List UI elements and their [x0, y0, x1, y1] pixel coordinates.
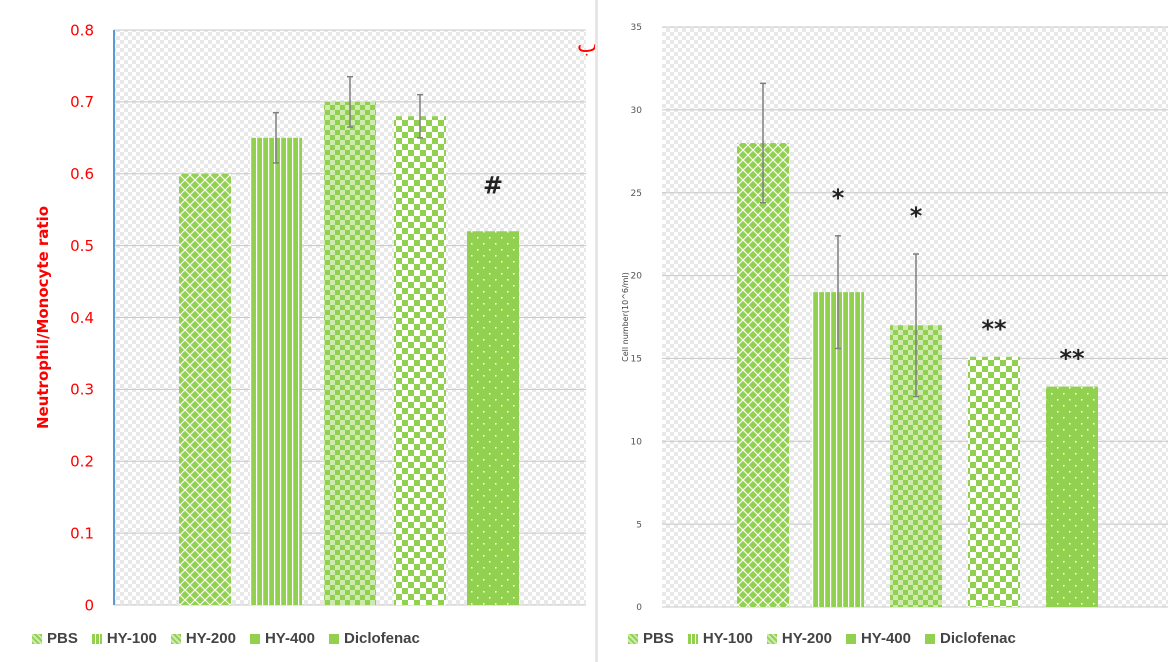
legend-swatch — [32, 633, 42, 644]
bar-chart-left: 0 0.1 0.2 0.3 0.4 0.5 0.6 0.7 0.8 # Neutrophil/Mon… — [34, 21, 598, 614]
legend-swatch — [91, 633, 102, 644]
legend-item: HY-100 — [687, 630, 753, 647]
legend-label: HY-100 — [702, 630, 753, 647]
y-tick-label: 20 — [631, 272, 643, 282]
legend-swatch — [628, 633, 638, 644]
significance-label: # — [483, 171, 503, 199]
legend-label: HY-200 — [185, 630, 236, 647]
legend-label: Diclofenac — [939, 630, 1016, 647]
legend-label: HY-400 — [264, 630, 315, 647]
bar — [467, 231, 519, 605]
y-axis-label: Cell number(10^6/ml) — [621, 272, 630, 362]
panel-divider — [595, 0, 598, 662]
legend-label: PBS — [47, 630, 78, 647]
y-tick-label: 0.2 — [70, 453, 94, 471]
y-tick-label: 35 — [631, 23, 642, 33]
legend-swatch — [687, 633, 698, 644]
bar — [968, 356, 1020, 607]
legend-item: HY-400 — [845, 630, 911, 647]
legend-label: HY-100 — [106, 630, 157, 647]
legend-label: PBS — [643, 630, 674, 647]
y-tick-label: 0.8 — [70, 21, 94, 39]
y-tick-label: 0.6 — [70, 165, 94, 183]
legend-label: HY-200 — [781, 630, 832, 647]
legend-swatch — [249, 633, 260, 644]
y-axis-label: Neutrophil/Monocyte ratio — [34, 206, 52, 429]
y-tick-label: 0.7 — [70, 93, 94, 111]
legend-item: Diclofenac — [328, 630, 420, 647]
y-tick-label: 30 — [631, 106, 643, 116]
significance-label: * — [910, 202, 923, 230]
legend-label: HY-400 — [860, 630, 911, 647]
y-tick-label: 0 — [84, 596, 94, 614]
significance-label: * — [832, 184, 845, 212]
legend-item: HY-200 — [170, 630, 236, 647]
legend-label: Diclofenac — [343, 630, 420, 647]
legend-swatch — [845, 633, 856, 644]
bar — [250, 137, 302, 605]
y-tick-label: 15 — [631, 355, 642, 365]
legend-swatch — [766, 633, 777, 644]
legend-item: Diclofenac — [924, 630, 1016, 647]
y-tick-label: 0.3 — [70, 381, 94, 399]
bar — [394, 116, 446, 605]
legend-item: HY-200 — [766, 630, 832, 647]
bar — [179, 173, 231, 605]
y-tick-label: 10 — [631, 437, 643, 447]
legend-swatch — [924, 633, 935, 644]
chart-panel-right: 0 5 10 15 20 25 30 35 * * ** ** Cell number(10^6/ml)… — [598, 0, 1168, 662]
y-tick-label: 5 — [636, 520, 642, 530]
legend-swatch — [328, 633, 339, 644]
y-tick-label: 0.5 — [70, 237, 94, 255]
bar — [1046, 386, 1098, 607]
chart-panel-left: 0 0.1 0.2 0.3 0.4 0.5 0.6 0.7 0.8 # Neutrophil/Mon… — [32, 21, 598, 647]
y-tick-label: 0.1 — [70, 524, 94, 542]
legend-item: PBS — [628, 630, 674, 647]
bar — [737, 143, 789, 607]
y-tick-label: 0 — [636, 603, 642, 613]
legend-right: PBS HY-100 HY-200 HY-400 Diclofenac — [628, 630, 1016, 647]
y-tick-label: 0.4 — [70, 309, 94, 327]
legend-swatch — [170, 633, 181, 644]
legend-item: HY-400 — [249, 630, 315, 647]
significance-label: ** — [1059, 345, 1085, 373]
bar — [324, 101, 376, 605]
legend-item: HY-100 — [91, 630, 157, 647]
panel-letter: ب — [577, 33, 595, 58]
legend-item: PBS — [32, 630, 78, 647]
legend-left: PBS HY-100 HY-200 HY-400 Diclofenac — [32, 630, 420, 647]
y-tick-label: 25 — [631, 189, 642, 199]
significance-label: ** — [981, 315, 1007, 343]
